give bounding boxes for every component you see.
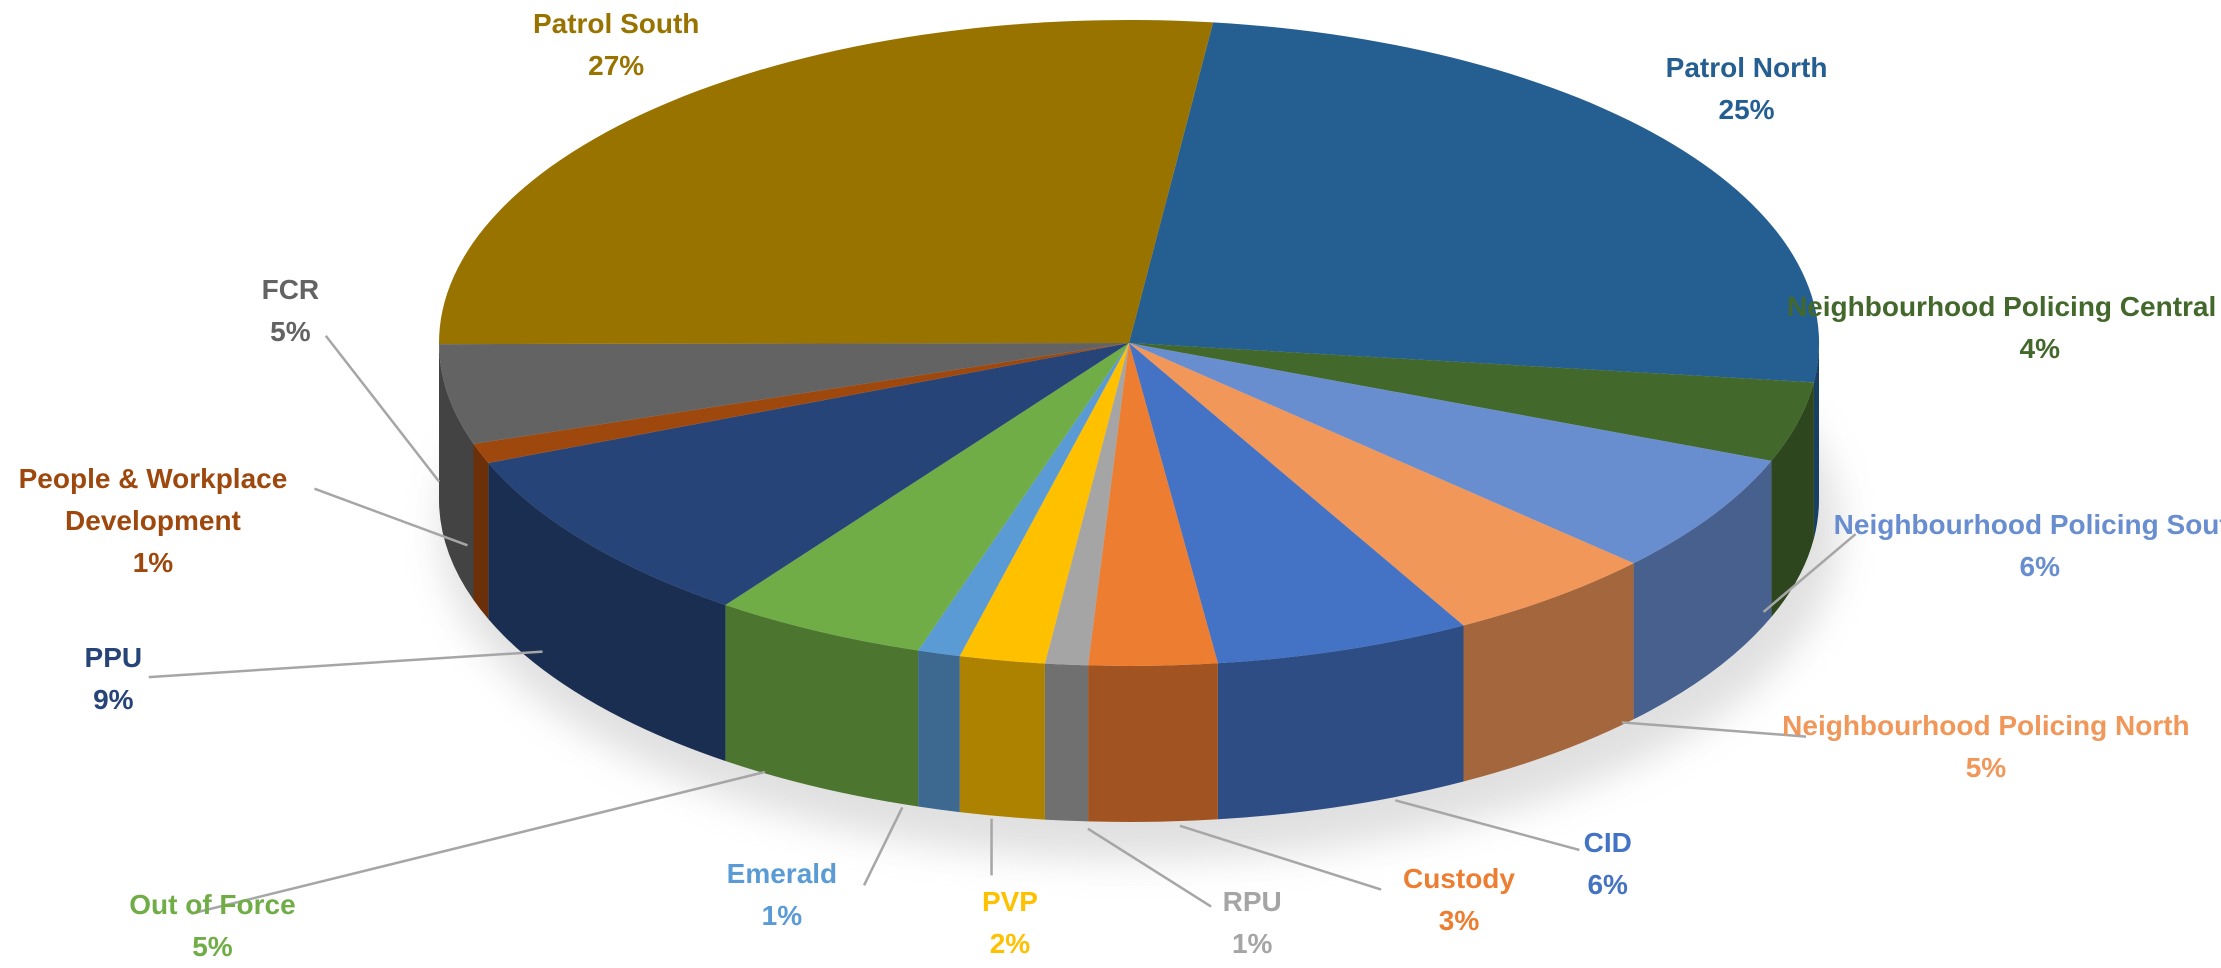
value-label: 27% [533, 45, 699, 87]
slice-side-shade [1045, 664, 1088, 822]
category-label: PPU [85, 637, 143, 679]
slice-label: Neighbourhood Policing Central Beds4% [1785, 286, 2221, 370]
category-label: Patrol South [533, 3, 699, 45]
value-label: 6% [1584, 864, 1632, 906]
category-label: FCR [262, 269, 320, 311]
value-label: 9% [85, 679, 143, 721]
slice-side-shade [1088, 663, 1218, 822]
category-label: Neighbourhood Policing South [1785, 504, 2221, 546]
value-label: 1% [727, 895, 838, 937]
value-label: 4% [1785, 328, 2221, 370]
value-label: 6% [1785, 546, 2221, 588]
value-label: 5% [129, 926, 295, 968]
category-label: Neighbourhood Policing Central Beds [1785, 286, 2221, 328]
value-label: 25% [1666, 89, 1828, 131]
value-label: 5% [1731, 747, 2221, 789]
value-label: 1% [0, 542, 373, 584]
slice-side-shade [960, 656, 1045, 820]
category-label: Patrol North [1666, 47, 1828, 89]
slice-side-shade [918, 651, 960, 813]
category-label: Emerald [727, 853, 838, 895]
category-label: PVP [982, 881, 1038, 923]
category-label: Neighbourhood Policing North [1731, 705, 2221, 747]
slice-side-shade [474, 444, 489, 619]
category-label: CID [1584, 822, 1632, 864]
value-label: 5% [262, 311, 320, 353]
value-label: 3% [1403, 900, 1515, 942]
leader-line [149, 652, 543, 677]
category-label: People & Workplace Development [0, 458, 373, 542]
category-label: Out of Force [129, 884, 295, 926]
category-label: RPU [1223, 881, 1282, 923]
category-label: Custody [1403, 858, 1515, 900]
